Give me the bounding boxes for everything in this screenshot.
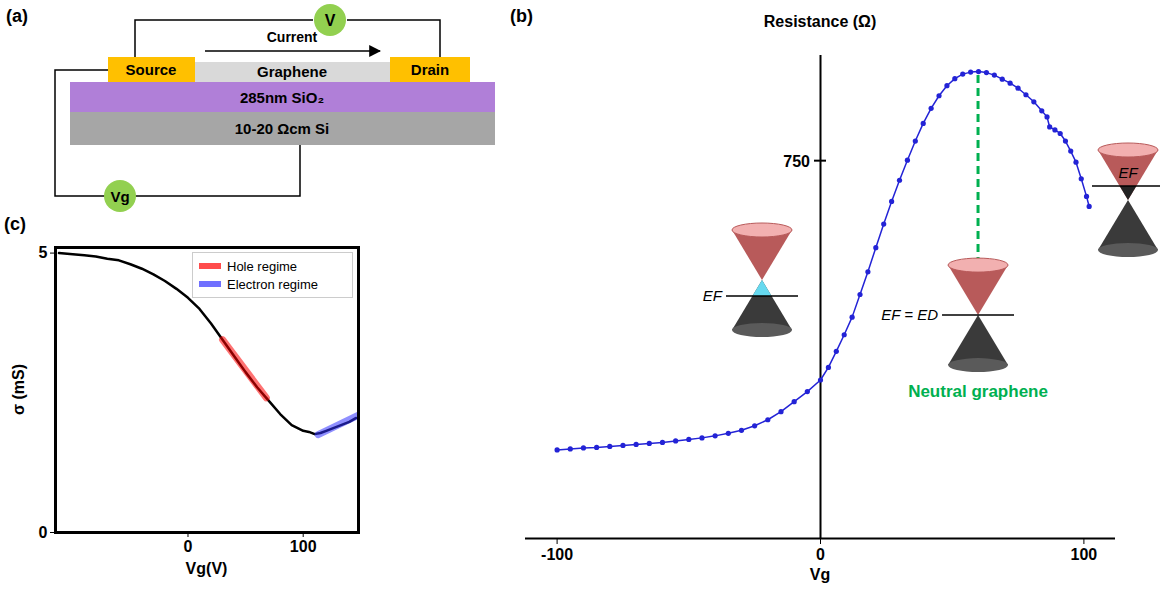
svg-text:EF = ED: EF = ED — [881, 306, 938, 323]
svg-text:10-20 Ωcm Si: 10-20 Ωcm Si — [235, 120, 330, 137]
svg-text:Vg: Vg — [810, 566, 830, 583]
svg-text:0: 0 — [184, 538, 193, 555]
svg-text:100: 100 — [1071, 546, 1098, 563]
svg-text:(b): (b) — [510, 6, 533, 26]
svg-text:Resistance (Ω): Resistance (Ω) — [764, 13, 876, 30]
svg-text:Graphene: Graphene — [257, 63, 327, 80]
svg-text:-100: -100 — [541, 546, 573, 563]
svg-text:0: 0 — [39, 524, 48, 541]
svg-text:EF: EF — [703, 287, 723, 304]
svg-text:Source: Source — [126, 61, 177, 78]
svg-text:0: 0 — [816, 546, 825, 563]
svg-text:100: 100 — [290, 538, 317, 555]
svg-text:Neutral graphene: Neutral graphene — [908, 382, 1048, 401]
svg-text:285nm SiO₂: 285nm SiO₂ — [240, 89, 324, 106]
svg-text:Vg: Vg — [110, 188, 129, 205]
svg-text:(a): (a) — [6, 6, 28, 26]
svg-text:EF: EF — [1118, 164, 1138, 181]
svg-text:Vg(V): Vg(V) — [186, 560, 228, 577]
html-text:Hole regime: Hole regime — [227, 258, 298, 274]
svg-text:Current: Current — [267, 29, 318, 45]
svg-text:Drain: Drain — [411, 61, 449, 78]
html-text:Electron regime: Electron regime — [227, 276, 318, 292]
svg-text:V: V — [325, 12, 336, 29]
svg-text:5: 5 — [39, 244, 48, 261]
svg-text:750: 750 — [783, 153, 810, 170]
svg-text:σ (mS): σ (mS) — [10, 364, 27, 415]
html-text:(c): (c) — [4, 214, 26, 234]
